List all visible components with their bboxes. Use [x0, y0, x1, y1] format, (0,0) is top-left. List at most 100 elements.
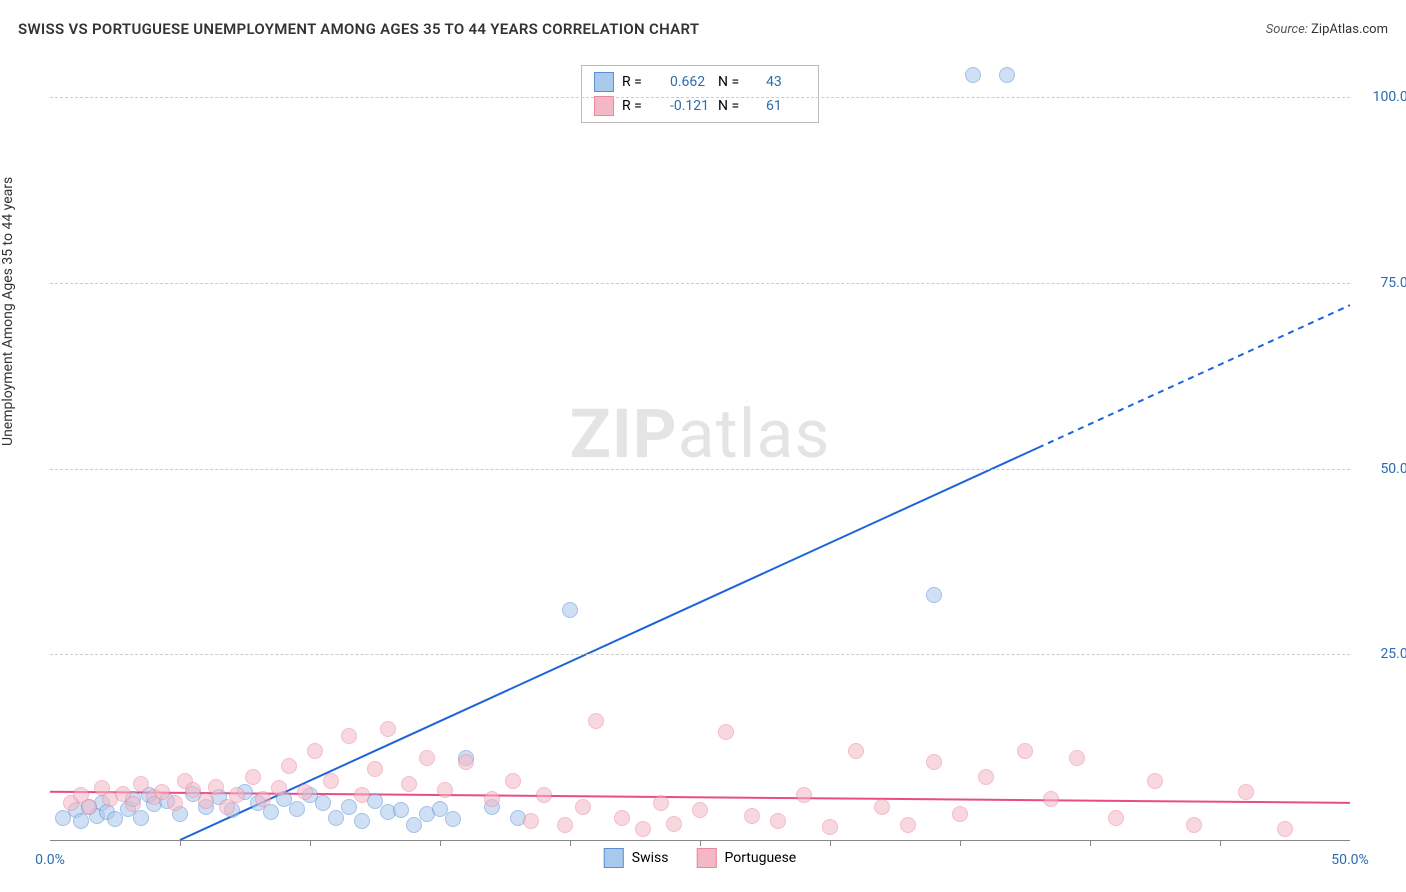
y-axis-label: Unemployment Among Ages 35 to 44 years — [0, 177, 16, 446]
y-tick-label: 25.0% — [1380, 646, 1406, 662]
data-point — [1069, 750, 1085, 766]
data-point — [1017, 743, 1033, 759]
data-point — [328, 810, 344, 826]
x-tick — [830, 840, 831, 846]
trend-lines-svg — [50, 60, 1350, 840]
r-label: R = — [622, 98, 662, 114]
n-value: 43 — [766, 74, 806, 90]
data-point — [281, 758, 297, 774]
data-point — [315, 795, 331, 811]
data-point — [1108, 810, 1124, 826]
watermark-light: atlas — [678, 394, 831, 474]
data-point — [133, 810, 149, 826]
data-point — [1147, 773, 1163, 789]
data-point — [926, 754, 942, 770]
n-label: N = — [718, 74, 758, 90]
data-point — [575, 799, 591, 815]
data-point — [744, 808, 760, 824]
r-value: -0.121 — [670, 98, 710, 114]
data-point — [1277, 821, 1293, 837]
data-point — [133, 776, 149, 792]
y-tick-label: 100.0% — [1373, 89, 1406, 105]
x-tick — [310, 840, 311, 846]
n-value: 61 — [766, 98, 806, 114]
data-point — [1186, 817, 1202, 833]
data-point — [653, 795, 669, 811]
data-point — [125, 796, 141, 812]
data-point — [505, 773, 521, 789]
data-point — [73, 813, 89, 829]
data-point — [393, 802, 409, 818]
data-point — [614, 810, 630, 826]
data-point — [367, 761, 383, 777]
legend-swatch — [696, 848, 716, 868]
data-point — [900, 817, 916, 833]
data-point — [198, 793, 214, 809]
correlation-legend: R = 0.662 N = 43 R = -0.121 N = 61 — [581, 65, 819, 123]
y-tick-label: 50.0% — [1380, 461, 1406, 477]
data-point — [770, 813, 786, 829]
data-point — [406, 817, 422, 833]
data-point — [380, 721, 396, 737]
x-tick — [960, 840, 961, 846]
data-point — [635, 821, 651, 837]
data-point — [848, 743, 864, 759]
data-point — [81, 799, 97, 815]
r-label: R = — [622, 74, 662, 90]
x-tick — [1090, 840, 1091, 846]
data-point — [952, 806, 968, 822]
data-point — [245, 769, 261, 785]
data-point — [289, 801, 305, 817]
y-tick-label: 75.0% — [1380, 275, 1406, 291]
legend-swatch — [594, 72, 614, 92]
data-point — [536, 787, 552, 803]
data-point — [458, 754, 474, 770]
series-legend-item: Portuguese — [696, 848, 796, 868]
data-point — [208, 779, 224, 795]
legend-row: R = 0.662 N = 43 — [594, 70, 806, 94]
watermark: ZIPatlas — [570, 394, 831, 474]
data-point — [796, 787, 812, 803]
data-point — [271, 780, 287, 796]
data-point — [341, 799, 357, 815]
gridline — [50, 654, 1350, 655]
data-point — [437, 782, 453, 798]
r-value: 0.662 — [670, 74, 710, 90]
data-point — [523, 813, 539, 829]
data-point — [307, 743, 323, 759]
data-point — [354, 787, 370, 803]
data-point — [557, 817, 573, 833]
data-point — [874, 799, 890, 815]
gridline — [50, 283, 1350, 284]
data-point — [354, 813, 370, 829]
data-point — [401, 776, 417, 792]
data-point — [562, 602, 578, 618]
source-attribution: Source: ZipAtlas.com — [1266, 22, 1388, 37]
source-value: ZipAtlas.com — [1311, 22, 1388, 37]
data-point — [419, 750, 435, 766]
data-point — [692, 802, 708, 818]
data-point — [999, 67, 1015, 83]
source-label: Source: — [1266, 22, 1311, 37]
plot-area: ZIPatlas R =0.662N =43R =-0.121N =61 Swi… — [50, 60, 1350, 841]
data-point — [822, 819, 838, 835]
series-legend-item: Swiss — [604, 848, 669, 868]
data-point — [588, 713, 604, 729]
series-legend: Swiss Portuguese — [604, 848, 796, 868]
series-legend-label: Portuguese — [724, 850, 796, 866]
x-tick — [180, 840, 181, 846]
data-point — [323, 773, 339, 789]
data-point — [718, 724, 734, 740]
data-point — [666, 816, 682, 832]
chart-title: SWISS VS PORTUGUESE UNEMPLOYMENT AMONG A… — [18, 20, 699, 38]
x-tick — [440, 840, 441, 846]
data-point — [1238, 784, 1254, 800]
series-legend-label: Swiss — [632, 850, 669, 866]
x-tick-label: 50.0% — [1331, 852, 1369, 868]
x-tick — [1220, 840, 1221, 846]
data-point — [167, 795, 183, 811]
data-point — [978, 769, 994, 785]
data-point — [965, 67, 981, 83]
n-label: N = — [718, 98, 758, 114]
watermark-bold: ZIP — [570, 394, 678, 474]
